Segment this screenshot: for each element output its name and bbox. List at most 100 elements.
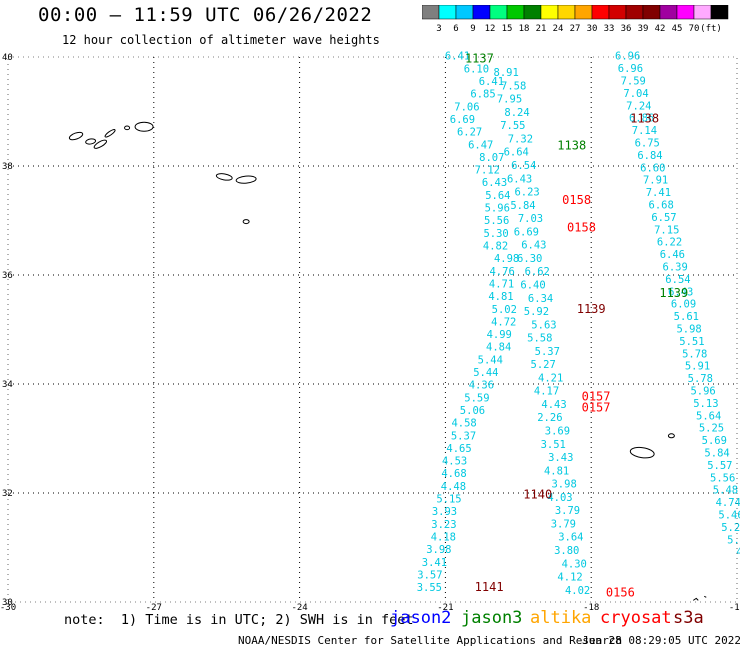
wave-height-value: 4.81 <box>488 291 513 303</box>
wave-height-value: 3.93 <box>432 506 457 518</box>
island-outline <box>629 446 655 459</box>
wave-height-value: 3.55 <box>417 582 442 594</box>
wave-height-value: 6.43 <box>482 177 507 189</box>
wave-height-value: 7.15 <box>654 224 679 236</box>
wave-height-value: 6.43 <box>521 240 546 252</box>
wave-height-value: 7.59 <box>621 76 646 88</box>
wave-height-value: 8.07 <box>479 152 504 164</box>
colorbar-tick-label: 45 <box>672 24 683 34</box>
colorbar-tick-label: 24 <box>553 24 564 34</box>
legend-cryosat: cryosat <box>600 608 672 628</box>
wave-height-value: 6.54 <box>511 160 536 172</box>
wave-height-value: 6.68 <box>649 200 674 212</box>
wave-height-value: 4.72 <box>491 316 516 328</box>
wave-height-value: 4.71 <box>489 278 514 290</box>
colorbar-tick-label: 39 <box>638 24 649 34</box>
wave-height-value: 6.39 <box>663 262 688 274</box>
wave-height-value: 5.78 <box>682 348 707 360</box>
wave-height-value: 6.69 <box>450 114 475 126</box>
wave-height-value: 4.30 <box>562 558 587 570</box>
wave-height-value: 8.24 <box>504 107 529 119</box>
pass-time-label: 1138 <box>630 111 659 125</box>
colorbar-tick-label: 21 <box>536 24 547 34</box>
wave-height-value: 5.44 <box>478 354 503 366</box>
wave-height-value: 5.46 <box>718 509 740 521</box>
legend-jason2: jason2 <box>390 608 452 628</box>
wave-height-value: 3.51 <box>541 439 566 451</box>
wave-height-value: 5.84 <box>704 447 729 459</box>
wave-height-value: 5.78 <box>688 373 713 385</box>
wave-height-value: 7.58 <box>501 80 526 92</box>
wave-height-value: 5.56 <box>484 215 509 227</box>
colorbar-swatch <box>710 5 729 20</box>
footer-note: note: 1) Time is in UTC; 2) SWH is in fe… <box>64 612 414 628</box>
wave-height-value: 7.03 <box>518 213 543 225</box>
wave-height-value: 3.98 <box>426 544 451 556</box>
colorbar-tick-label: 12 <box>485 24 496 34</box>
wave-height-value: 6.84 <box>637 150 662 162</box>
page-subtitle: 12 hour collection of altimeter wave hei… <box>62 33 380 47</box>
wave-height-value: 5.30 <box>483 228 508 240</box>
wave-height-value: 6.10 <box>464 63 489 75</box>
wave-height-value: 4.02 <box>565 585 590 597</box>
wave-height-value: 4.82 <box>483 241 508 253</box>
wave-height-value: 5.58 <box>527 333 552 345</box>
island-outline <box>85 138 97 145</box>
wave-height-value: 3.79 <box>551 518 576 530</box>
island-outline <box>134 121 154 132</box>
credit-line: NOAA/NESDIS Center for Satellite Applica… <box>238 634 623 647</box>
wave-height-value: 6.30 <box>517 253 542 265</box>
wave-height-value: 6.75 <box>635 138 660 150</box>
wave-height-value: 5.27 <box>531 359 556 371</box>
wave-height-value: 6.64 <box>504 147 529 159</box>
pass-time-label: 0157 <box>582 389 611 403</box>
wave-height-value: 5.37 <box>535 346 560 358</box>
wave-height-value: 4.43 <box>541 399 566 411</box>
wave-height-value: 6.46 <box>660 249 685 261</box>
lon-label: -21 <box>437 603 453 613</box>
wave-height-value: 6.47 <box>468 139 493 151</box>
wave-height-value: 4.12 <box>557 572 582 584</box>
wave-height-value: 6.23 <box>514 187 539 199</box>
legend-jason3: jason3 <box>461 608 523 628</box>
wave-height-value: 6.40 <box>520 279 545 291</box>
wave-height-value: 5.64 <box>485 190 510 202</box>
island-outline <box>104 129 116 138</box>
page-title: 00:00 – 11:59 UTC 06/26/2022 <box>38 4 373 26</box>
wave-height-value: 6.43 <box>507 173 532 185</box>
wave-height-value: 5.02 <box>492 304 517 316</box>
wave-height-value: 5.06 <box>460 405 485 417</box>
wave-height-value: 5.44 <box>473 367 498 379</box>
island-outline <box>215 173 233 181</box>
wave-height-value: 5.96 <box>690 385 715 397</box>
wave-height-value: 5.5 <box>727 534 740 546</box>
wave-height-value: 3.69 <box>545 426 570 438</box>
wave-height-value: 7.04 <box>623 88 648 100</box>
lat-label: 30 <box>2 598 13 608</box>
pass-time-label: 1139 <box>659 286 688 300</box>
wave-height-value: 4.76 <box>489 266 514 278</box>
pass-time-label: 0156 <box>606 586 635 600</box>
wave-height-value: 5.63 <box>531 319 556 331</box>
island-outline <box>68 131 84 141</box>
wave-height-value: 4.53 <box>442 456 467 468</box>
wave-height-value: 2.26 <box>537 412 562 424</box>
pass-time-label: 1138 <box>557 139 586 153</box>
wave-height-value: 5.56 <box>710 472 735 484</box>
wave-height-value: 5.13 <box>693 398 718 410</box>
colorbar-tick-label: 3 <box>436 24 441 34</box>
wave-height-value: 6.86 <box>629 113 654 125</box>
wave-height-value: 4.84 <box>486 342 511 354</box>
colorbar-tick-label: 30 <box>587 24 598 34</box>
wave-height-value: 6.27 <box>457 127 482 139</box>
island-outline <box>93 139 108 149</box>
wave-height-value: 4.03 <box>547 492 572 504</box>
wave-height-value: 5.96 <box>485 203 510 215</box>
lon-label: -18 <box>583 603 599 613</box>
wave-height-value: 6.57 <box>651 212 676 224</box>
wave-height-value: 6.54 <box>665 274 690 286</box>
lat-label: 40 <box>2 53 13 63</box>
pass-time-label: 1141 <box>475 580 504 594</box>
